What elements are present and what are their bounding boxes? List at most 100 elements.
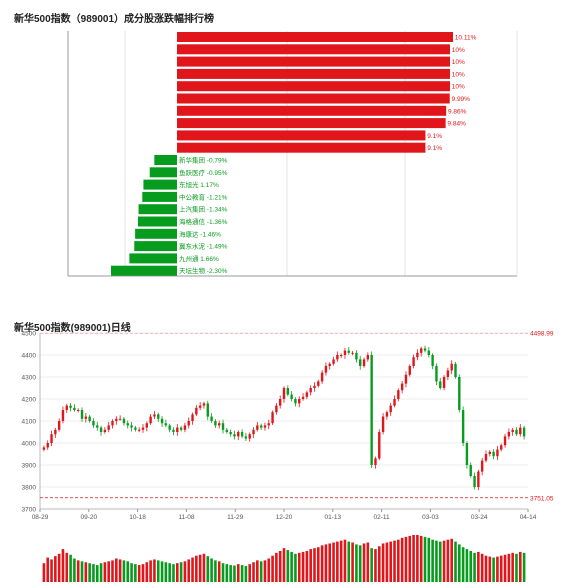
candle-body: [488, 451, 491, 454]
candle-body: [313, 385, 316, 388]
volume-bar: [374, 549, 377, 582]
candle-body: [275, 405, 278, 413]
candle-body: [137, 429, 141, 431]
volume-bar: [80, 561, 84, 582]
volume-bar: [54, 556, 57, 582]
candle-body: [157, 414, 160, 419]
volume-bar: [324, 544, 328, 582]
candle-body: [69, 405, 72, 408]
candle-body: [149, 416, 152, 424]
gainer-label: 安道集成 10.11%: [427, 33, 477, 42]
loser-bar: [134, 241, 177, 252]
candle-body: [328, 363, 331, 366]
volume-bar: [229, 565, 232, 582]
x-tick-label: 09-20: [80, 514, 97, 521]
candle-body: [153, 414, 156, 417]
volume-bar: [107, 561, 110, 582]
volume-bar: [336, 541, 339, 582]
candle-body: [103, 429, 107, 432]
candle-body: [332, 359, 335, 364]
candle-body: [191, 414, 194, 421]
loser-bar: [149, 167, 177, 178]
y-tick-label: 4400: [22, 353, 37, 360]
x-tick-label: 10-18: [129, 514, 146, 521]
volume-bar: [370, 548, 373, 582]
candle-body: [404, 374, 408, 384]
volume-bar: [473, 552, 476, 582]
volume-bar: [511, 552, 514, 582]
candle-body: [263, 425, 267, 428]
volume-bar: [518, 551, 522, 582]
volume-bar: [454, 541, 457, 582]
volume-bar: [397, 539, 400, 582]
candle-body: [267, 423, 270, 426]
candle-body: [366, 355, 370, 360]
volume-bar: [259, 561, 263, 582]
volume-bar: [156, 560, 160, 582]
candle-body: [244, 436, 248, 439]
candle-body: [183, 425, 187, 430]
candle-body: [336, 355, 339, 360]
volume-bar: [57, 553, 61, 582]
volume-bar: [484, 555, 488, 582]
volume-bar: [195, 555, 198, 582]
volume-bar: [450, 538, 453, 582]
volume-bar: [297, 552, 301, 582]
gainer-bar: [177, 44, 450, 55]
candle-body: [145, 423, 149, 428]
loser-label: 东旭光 1.17%: [179, 180, 219, 189]
candle-body: [65, 405, 68, 410]
volume-bar: [282, 548, 286, 582]
volume-bar: [309, 549, 312, 582]
volume-bar: [408, 535, 412, 582]
gainer-label: 超华科技 10%: [424, 69, 465, 78]
candle-body: [465, 443, 469, 465]
candle-body: [233, 434, 236, 437]
volume-bar: [301, 551, 305, 582]
volume-bar: [286, 550, 290, 582]
kline-chart-title: 新华500指数(989001)日线: [14, 323, 131, 334]
min-label: 3751.05: [530, 495, 554, 502]
volume-bar: [172, 564, 175, 582]
candle-body: [423, 348, 427, 351]
candle-body: [237, 432, 240, 437]
candle-body: [503, 436, 507, 446]
x-tick-label: 04-14: [520, 514, 537, 521]
volume-bar: [149, 560, 152, 582]
loser-label: 鱼跃医疗 -0.95%: [179, 168, 228, 177]
volume-bar: [179, 562, 183, 582]
volume-bar: [65, 552, 69, 582]
candle-body: [480, 460, 484, 472]
candle-body: [351, 352, 354, 354]
volume-bar: [160, 561, 164, 582]
gainer-bar: [177, 105, 447, 116]
candle-body: [271, 412, 274, 424]
candle-body: [168, 425, 171, 430]
candle-body: [225, 429, 229, 432]
candle-body: [381, 416, 385, 432]
ranking-chart-title: 新华500指数（989001）成分股涨跌幅排行榜: [14, 14, 215, 25]
volume-bar: [461, 547, 465, 582]
volume-bar: [305, 550, 309, 582]
gainer-bar: [177, 81, 450, 92]
candle-body: [400, 383, 404, 391]
candle-body: [229, 432, 232, 435]
candle-body: [522, 427, 526, 437]
volume-bar: [202, 553, 206, 582]
volume-bar: [61, 549, 65, 582]
gainer-bar: [177, 68, 450, 79]
candle-body: [160, 418, 164, 424]
volume-bar: [76, 560, 80, 582]
x-tick-label: 01-13: [324, 514, 341, 521]
volume-bar: [496, 556, 499, 582]
candle-body: [309, 388, 312, 393]
volume-bar: [435, 540, 438, 582]
candle-body: [115, 418, 118, 421]
candle-body: [176, 427, 179, 432]
candle-body: [454, 363, 457, 377]
candle-body: [221, 423, 225, 430]
candle-body: [416, 352, 419, 358]
volume-bar: [256, 560, 259, 582]
gainer-label: 晨光文具 9.1%: [399, 131, 442, 140]
candle-body: [96, 425, 99, 428]
